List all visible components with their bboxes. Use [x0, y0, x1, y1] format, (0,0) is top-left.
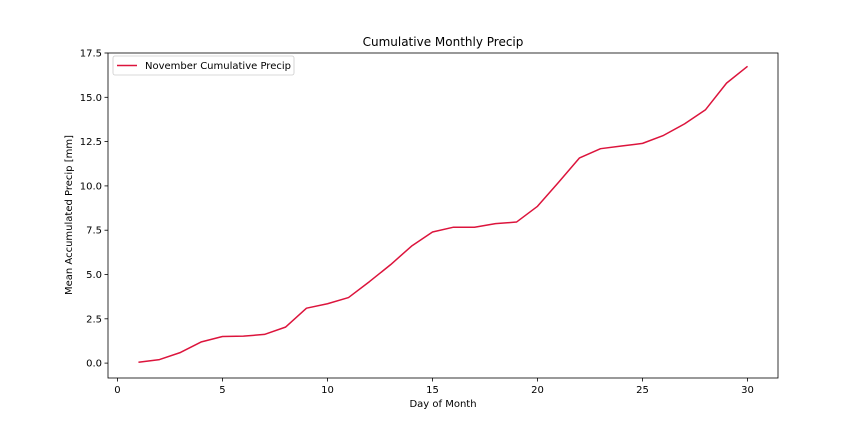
- y-tick-label: 15.0: [80, 93, 102, 104]
- y-tick-label: 10.0: [80, 181, 102, 192]
- x-tick-label: 0: [114, 385, 120, 396]
- y-axis-label: Mean Accumulated Precip [mm]: [64, 135, 75, 295]
- x-tick-label: 5: [219, 385, 225, 396]
- x-tick-label: 15: [426, 385, 439, 396]
- legend-label: November Cumulative Precip: [145, 61, 291, 72]
- y-tick-label: 12.5: [80, 137, 102, 148]
- y-tick-label: 5.0: [86, 270, 102, 281]
- y-tick-label: 2.5: [86, 314, 102, 325]
- x-tick-label: 20: [531, 385, 544, 396]
- x-axis-label: Day of Month: [409, 399, 476, 410]
- plot-area: 0 5 10 15 20 25 30 0.0 2.5 5.0 7.5 10.0 12.5 15.0 17.5: [80, 49, 779, 396]
- legend-box: [112, 55, 295, 76]
- axes-frame: [107, 52, 779, 379]
- series-line-0: [138, 65, 749, 363]
- y-tick-label: 0.0: [86, 359, 102, 370]
- x-tick-label: 10: [321, 385, 334, 396]
- x-tick-label: 30: [741, 385, 754, 396]
- y-tick-label: 7.5: [86, 226, 102, 237]
- y-tick-label: 17.5: [80, 49, 102, 60]
- chart-title: Cumulative Monthly Precip: [363, 35, 524, 49]
- legend: November Cumulative Precip: [112, 55, 295, 76]
- x-tick-label: 25: [636, 385, 649, 396]
